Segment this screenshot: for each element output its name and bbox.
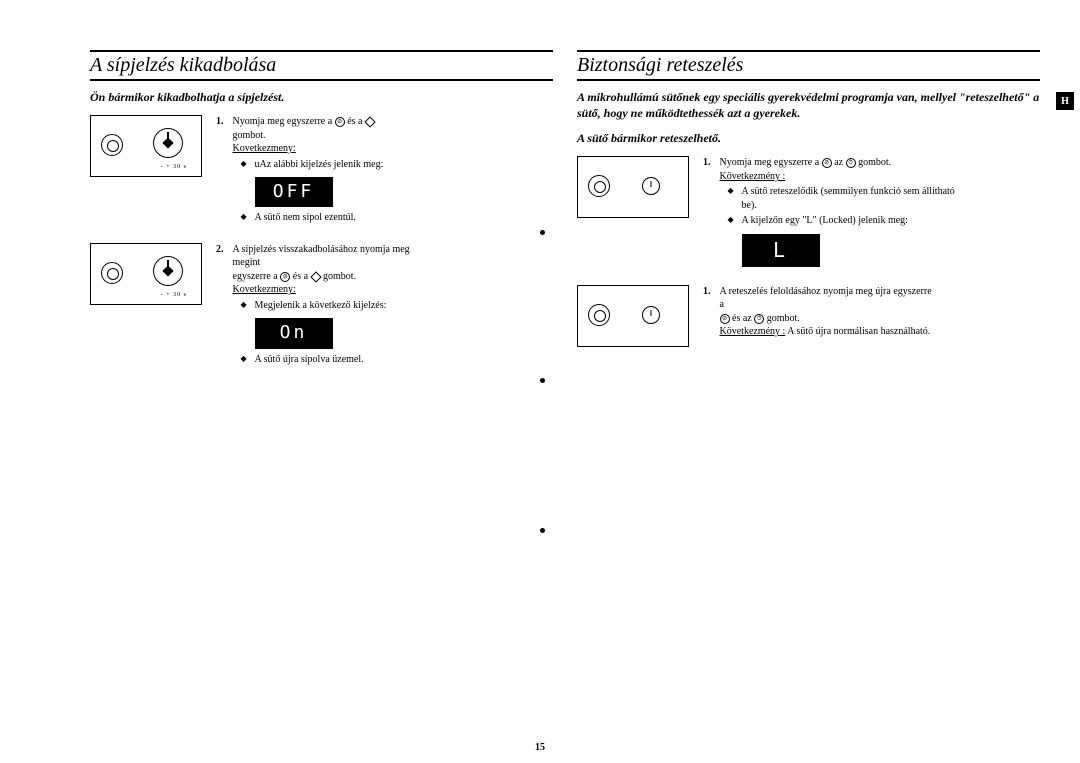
stop-icon: ⊘	[720, 314, 730, 324]
step-text: 1. A reteszelés feloldásához nyomja meg …	[703, 285, 939, 339]
stop-icon: ⊘	[822, 158, 832, 168]
step-number: 1.	[703, 285, 717, 299]
text: gombot.	[233, 130, 266, 141]
text: gombot.	[764, 313, 800, 324]
control-panel-illustration	[577, 285, 689, 347]
step-number: 1.	[703, 156, 717, 170]
text: Nyomja meg egyszerre a	[720, 157, 822, 168]
step-number: 2.	[216, 243, 230, 257]
clock-icon: ⏱	[754, 314, 764, 324]
right-step-2: 1. A reteszelés feloldásához nyomja meg …	[577, 285, 1040, 347]
stop-icon: ⊘	[280, 272, 290, 282]
start-icon	[310, 271, 321, 282]
control-panel-illustration: - + 30 s	[90, 243, 202, 305]
text: egyszerre a	[233, 271, 281, 282]
text: az	[832, 157, 846, 168]
left-step-2: - + 30 s 2. A sípjelzés visszakadbolásáh…	[90, 243, 553, 368]
text: és a	[290, 271, 310, 282]
display-l: L	[742, 234, 820, 267]
section-rule	[577, 50, 1040, 52]
bullet: Megjelenik a következő kijelzés:	[233, 299, 437, 313]
right-column: Biztonsági reteszelés A mikrohullámú süt…	[577, 50, 1040, 733]
text: A sütő újra normálisan használható.	[785, 326, 930, 337]
text: Nyomja meg egyszerre a	[233, 116, 335, 127]
right-sub-intro: A sütő bármikor reteszelhető.	[577, 131, 1040, 146]
consequence-label: Következmény :	[720, 326, 786, 337]
right-step-1: 1. Nyomja meg egyszerre a ⊘ az ⏱ gombot.…	[577, 156, 1040, 269]
bullet: A kijelzőn egy "L" (Locked) jelenik meg:	[720, 214, 970, 228]
control-panel-illustration	[577, 156, 689, 218]
step-text: 1. Nyomja meg egyszerre a ⊘ és a gombot.…	[216, 115, 411, 227]
step-text: 1. Nyomja meg egyszerre a ⊘ az ⏱ gombot.…	[703, 156, 973, 269]
text: és az	[730, 313, 755, 324]
bullet: A sütő nem sípol ezentúl.	[233, 211, 408, 225]
display-on: On	[255, 318, 333, 348]
bullet: uAz alábbi kijelzés jelenik meg:	[233, 158, 408, 172]
page-number: 15	[535, 742, 545, 753]
section-rule	[90, 50, 553, 52]
left-intro: Ön bármikor kikadbolhatja a sípjelzést.	[90, 89, 553, 105]
text: A sípjelzés visszakadbolásához nyomja me…	[233, 244, 410, 269]
text: gombot.	[856, 157, 892, 168]
bullet: A sütő reteszelődik (semmilyen funkció s…	[720, 185, 970, 212]
consequence-label: Következmény :	[720, 171, 786, 182]
text: és a	[345, 116, 365, 127]
left-title: A sípjelzés kikadbolása	[90, 54, 553, 81]
start-icon	[364, 116, 375, 127]
left-step-1: - + 30 s 1. Nyomja meg egyszerre a ⊘ és …	[90, 115, 553, 227]
step-text: 2. A sípjelzés visszakadbolásához nyomja…	[216, 243, 440, 368]
step-number: 1.	[216, 115, 230, 129]
control-panel-illustration: - + 30 s	[90, 115, 202, 177]
bullet: A sütő újra sípolva üzemel.	[233, 353, 437, 367]
left-column: A sípjelzés kikadbolása Ön bármikor kika…	[90, 50, 553, 733]
consequence-label: Kovetkezmeny:	[233, 284, 296, 295]
right-title: Biztonsági reteszelés	[577, 54, 1040, 81]
language-badge: H	[1056, 92, 1074, 110]
text: gombot.	[321, 271, 357, 282]
display-off: OFF	[255, 177, 333, 207]
right-intro: A mikrohullámú sütőnek egy speciális gye…	[577, 89, 1040, 121]
text: A reteszelés feloldásához nyomja meg újr…	[720, 286, 932, 311]
stop-icon: ⊘	[335, 117, 345, 127]
consequence-label: Kovetkezmeny:	[233, 143, 296, 154]
clock-icon: ⏱	[846, 158, 856, 168]
